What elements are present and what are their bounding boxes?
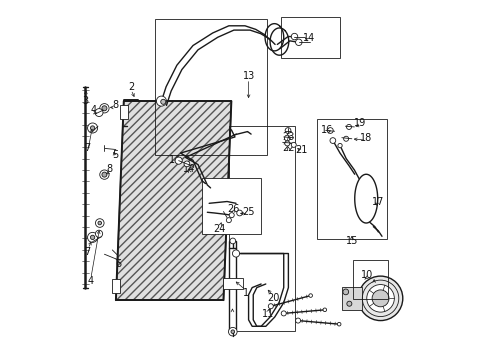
Circle shape [269,304,273,309]
Circle shape [88,232,98,242]
Bar [317,119,387,239]
Circle shape [100,104,109,113]
Text: 23: 23 [283,132,295,142]
Text: 4: 4 [88,276,94,286]
Text: 25: 25 [243,207,255,217]
Bar [223,278,243,289]
Text: 2: 2 [128,82,134,92]
Text: 14: 14 [303,33,316,43]
Circle shape [228,327,237,336]
Text: 24: 24 [214,225,226,234]
Text: 3: 3 [82,96,89,106]
Text: 8: 8 [106,164,113,174]
Text: 12: 12 [368,283,380,293]
Bar [281,17,340,58]
Circle shape [100,170,109,179]
Bar [229,241,236,329]
Text: 14: 14 [169,155,181,165]
Text: 22: 22 [283,143,295,153]
Polygon shape [116,101,231,300]
Text: 15: 15 [345,236,358,246]
Circle shape [291,142,296,147]
Circle shape [343,289,349,295]
Text: 14: 14 [183,164,196,174]
Text: 1: 1 [243,288,249,298]
Circle shape [285,128,291,134]
Circle shape [343,136,349,141]
Text: 26: 26 [227,204,240,215]
Text: 7: 7 [84,247,90,257]
Circle shape [237,210,243,216]
Circle shape [372,290,389,307]
Bar [112,279,120,293]
Circle shape [95,109,103,117]
Circle shape [96,219,104,227]
Circle shape [98,221,101,225]
Circle shape [190,165,194,168]
Circle shape [229,213,234,218]
Circle shape [281,311,286,316]
Text: 9: 9 [229,311,236,320]
Circle shape [367,284,394,312]
Text: 21: 21 [295,144,308,154]
Circle shape [346,125,351,130]
Circle shape [91,235,95,239]
Circle shape [156,96,167,106]
Circle shape [226,218,231,223]
Circle shape [358,276,403,320]
Text: 4: 4 [91,105,97,115]
Text: 19: 19 [354,118,367,128]
Text: 7: 7 [84,143,90,153]
Circle shape [285,141,290,146]
Bar [155,19,267,155]
Bar [202,178,261,234]
Circle shape [291,33,298,40]
Circle shape [337,322,341,326]
Text: 8: 8 [112,100,118,110]
Circle shape [102,172,107,177]
Circle shape [96,230,102,237]
Circle shape [161,99,166,104]
Circle shape [338,143,342,148]
Bar [120,105,128,119]
Bar [342,287,362,310]
Text: 10: 10 [361,270,373,280]
Circle shape [175,157,182,164]
Bar [229,126,295,330]
Text: 11: 11 [262,310,274,319]
Bar [353,260,389,299]
Text: 16: 16 [320,125,333,135]
Circle shape [347,301,352,306]
Circle shape [232,250,240,257]
Text: 20: 20 [267,293,279,303]
Circle shape [309,294,313,297]
Circle shape [295,318,300,323]
Circle shape [231,330,235,333]
Circle shape [285,135,290,141]
Text: 18: 18 [360,133,372,143]
Circle shape [295,39,302,45]
Text: 6: 6 [116,259,122,269]
Circle shape [88,123,98,133]
Text: 17: 17 [371,197,384,207]
Circle shape [327,128,333,134]
Text: 5: 5 [112,150,118,160]
Text: 13: 13 [243,71,255,81]
Circle shape [184,161,190,167]
Circle shape [323,308,327,312]
Circle shape [91,126,95,130]
Circle shape [230,238,236,244]
Circle shape [330,138,336,143]
Circle shape [102,106,107,111]
